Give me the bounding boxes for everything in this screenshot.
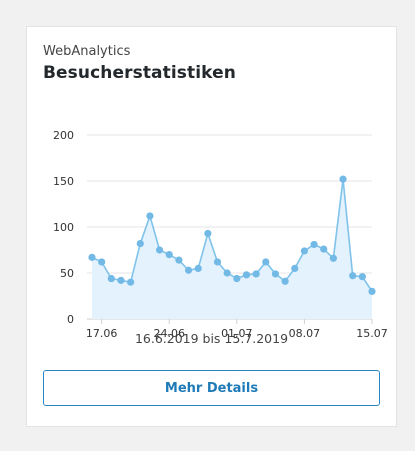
x-tick-label: 15.07 <box>356 327 388 340</box>
visitor-stats-widget: WebAnalytics Besucherstatistiken 0 50 100 1… <box>26 26 397 427</box>
data-point[interactable] <box>223 269 231 277</box>
data-point[interactable] <box>262 258 270 266</box>
y-tick-label: 100 <box>53 221 74 234</box>
data-point[interactable] <box>213 258 222 266</box>
data-point[interactable] <box>242 271 251 279</box>
data-point[interactable] <box>204 229 212 238</box>
date-range: 16.6.2019 bis 15.7.2019 <box>134 331 289 346</box>
y-tick-label: 50 <box>60 267 74 280</box>
y-tick-label: 150 <box>53 175 74 188</box>
data-point[interactable] <box>155 246 164 254</box>
data-point[interactable] <box>358 273 366 281</box>
data-point[interactable] <box>88 253 96 261</box>
data-point[interactable] <box>233 274 241 283</box>
data-point[interactable] <box>291 264 299 272</box>
data-point[interactable] <box>368 287 376 295</box>
x-tick-label: 17.06 <box>86 327 118 340</box>
data-point[interactable] <box>310 240 318 249</box>
data-point[interactable] <box>98 258 106 266</box>
y-tick-label: 0 <box>67 313 74 326</box>
data-point[interactable] <box>117 276 125 284</box>
data-point[interactable] <box>136 239 144 248</box>
data-point[interactable] <box>194 264 202 272</box>
data-point[interactable] <box>281 277 289 285</box>
widget-subtitle: WebAnalytics <box>43 44 131 59</box>
data-point[interactable] <box>165 251 173 259</box>
data-point[interactable] <box>349 272 357 280</box>
data-point[interactable] <box>127 278 135 286</box>
data-point[interactable] <box>175 256 183 264</box>
x-tick-label: 24.06 <box>153 327 185 340</box>
data-point[interactable] <box>184 266 193 274</box>
x-tick-label: 01.07 <box>221 327 253 340</box>
y-tick-label: 200 <box>53 129 74 142</box>
x-tick-label: 08.07 <box>289 327 321 340</box>
data-point[interactable] <box>146 212 154 220</box>
data-point[interactable] <box>300 247 309 255</box>
data-point[interactable] <box>329 254 337 262</box>
data-point[interactable] <box>320 245 328 253</box>
more-details-button[interactable]: Mehr Details <box>43 370 380 406</box>
data-point[interactable] <box>339 175 347 183</box>
visitor-chart: 0 50 100 150 200 17.06 24.06 01.07 08.07 15.07 <box>53 129 388 340</box>
widget-title: Besucherstatistiken <box>43 63 236 83</box>
data-point[interactable] <box>107 274 115 283</box>
data-point[interactable] <box>252 270 260 278</box>
series-area <box>92 179 372 319</box>
data-point[interactable] <box>271 270 280 278</box>
